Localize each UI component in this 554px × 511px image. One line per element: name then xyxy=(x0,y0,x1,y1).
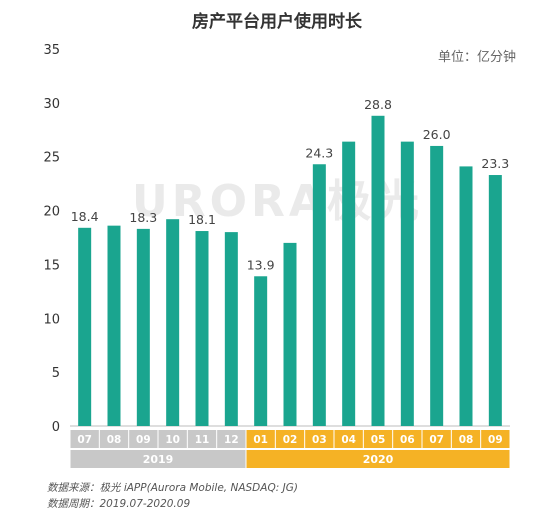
bar xyxy=(342,141,356,427)
data-label: 18.3 xyxy=(129,210,157,225)
bar xyxy=(400,141,414,427)
bar xyxy=(78,227,92,426)
bar xyxy=(224,232,238,426)
bar xyxy=(459,166,473,426)
month-label: 08 xyxy=(107,434,122,446)
year-label: 2020 xyxy=(363,453,394,466)
y-tick-label: 25 xyxy=(43,151,60,166)
month-cell xyxy=(422,430,451,448)
year-cell xyxy=(246,450,510,468)
data-label: 18.4 xyxy=(71,209,99,224)
month-label: 12 xyxy=(224,434,239,446)
bar xyxy=(430,145,444,426)
y-tick-label: 30 xyxy=(43,97,60,112)
chart-title: 房产平台用户使用时长 xyxy=(192,12,362,32)
data-source-note: 数据来源：极光 iAPP(Aurora Mobile, NASDAQ: JG) xyxy=(47,482,298,494)
watermark-logo: URORA极光 xyxy=(132,176,423,227)
month-label: 07 xyxy=(429,434,444,446)
month-cell xyxy=(129,430,158,448)
month-label: 08 xyxy=(459,434,474,446)
year-cell xyxy=(70,450,246,468)
bar xyxy=(254,276,268,426)
data-label: 26.0 xyxy=(423,127,451,142)
month-cell xyxy=(99,430,129,448)
month-cell xyxy=(393,430,422,448)
month-cell xyxy=(246,430,275,448)
month-label: 02 xyxy=(283,434,298,446)
month-label: 01 xyxy=(253,434,268,446)
y-tick-label: 10 xyxy=(43,312,60,327)
data-period-note: 数据周期：2019.07-2020.09 xyxy=(47,498,191,510)
month-label: 10 xyxy=(165,434,180,446)
month-cell xyxy=(451,430,481,448)
month-label: 09 xyxy=(488,434,503,446)
bar xyxy=(195,231,209,426)
y-tick-label: 20 xyxy=(43,205,60,220)
month-cell xyxy=(334,430,363,448)
month-cell xyxy=(305,430,334,448)
data-label: 23.3 xyxy=(481,156,509,171)
month-cell xyxy=(481,430,510,448)
bar xyxy=(166,219,180,426)
bar xyxy=(312,164,326,427)
data-label: 28.8 xyxy=(364,97,392,112)
data-label: 24.3 xyxy=(305,145,333,160)
month-cell xyxy=(187,430,217,448)
month-cell xyxy=(158,430,187,448)
month-cell xyxy=(70,430,99,448)
month-cell xyxy=(217,430,246,448)
bar xyxy=(107,225,121,426)
data-label: 13.9 xyxy=(247,257,275,272)
month-label: 05 xyxy=(371,434,386,446)
data-label: 18.1 xyxy=(188,212,216,227)
y-tick-label: 35 xyxy=(43,43,60,58)
bar xyxy=(488,175,502,426)
month-label: 09 xyxy=(136,434,151,446)
bar xyxy=(283,242,297,426)
month-cell xyxy=(275,430,305,448)
unit-label: 单位：亿分钟 xyxy=(437,50,516,65)
month-label: 11 xyxy=(195,434,210,446)
year-label: 2019 xyxy=(143,453,174,466)
bar xyxy=(371,115,385,426)
bar xyxy=(136,228,150,426)
y-tick-label: 15 xyxy=(43,258,60,273)
month-label: 06 xyxy=(400,434,415,446)
month-label: 03 xyxy=(312,434,327,446)
y-tick-label: 5 xyxy=(52,366,60,381)
month-cell xyxy=(363,430,393,448)
month-label: 04 xyxy=(341,434,356,446)
y-tick-label: 0 xyxy=(52,420,60,435)
month-label: 07 xyxy=(77,434,92,446)
